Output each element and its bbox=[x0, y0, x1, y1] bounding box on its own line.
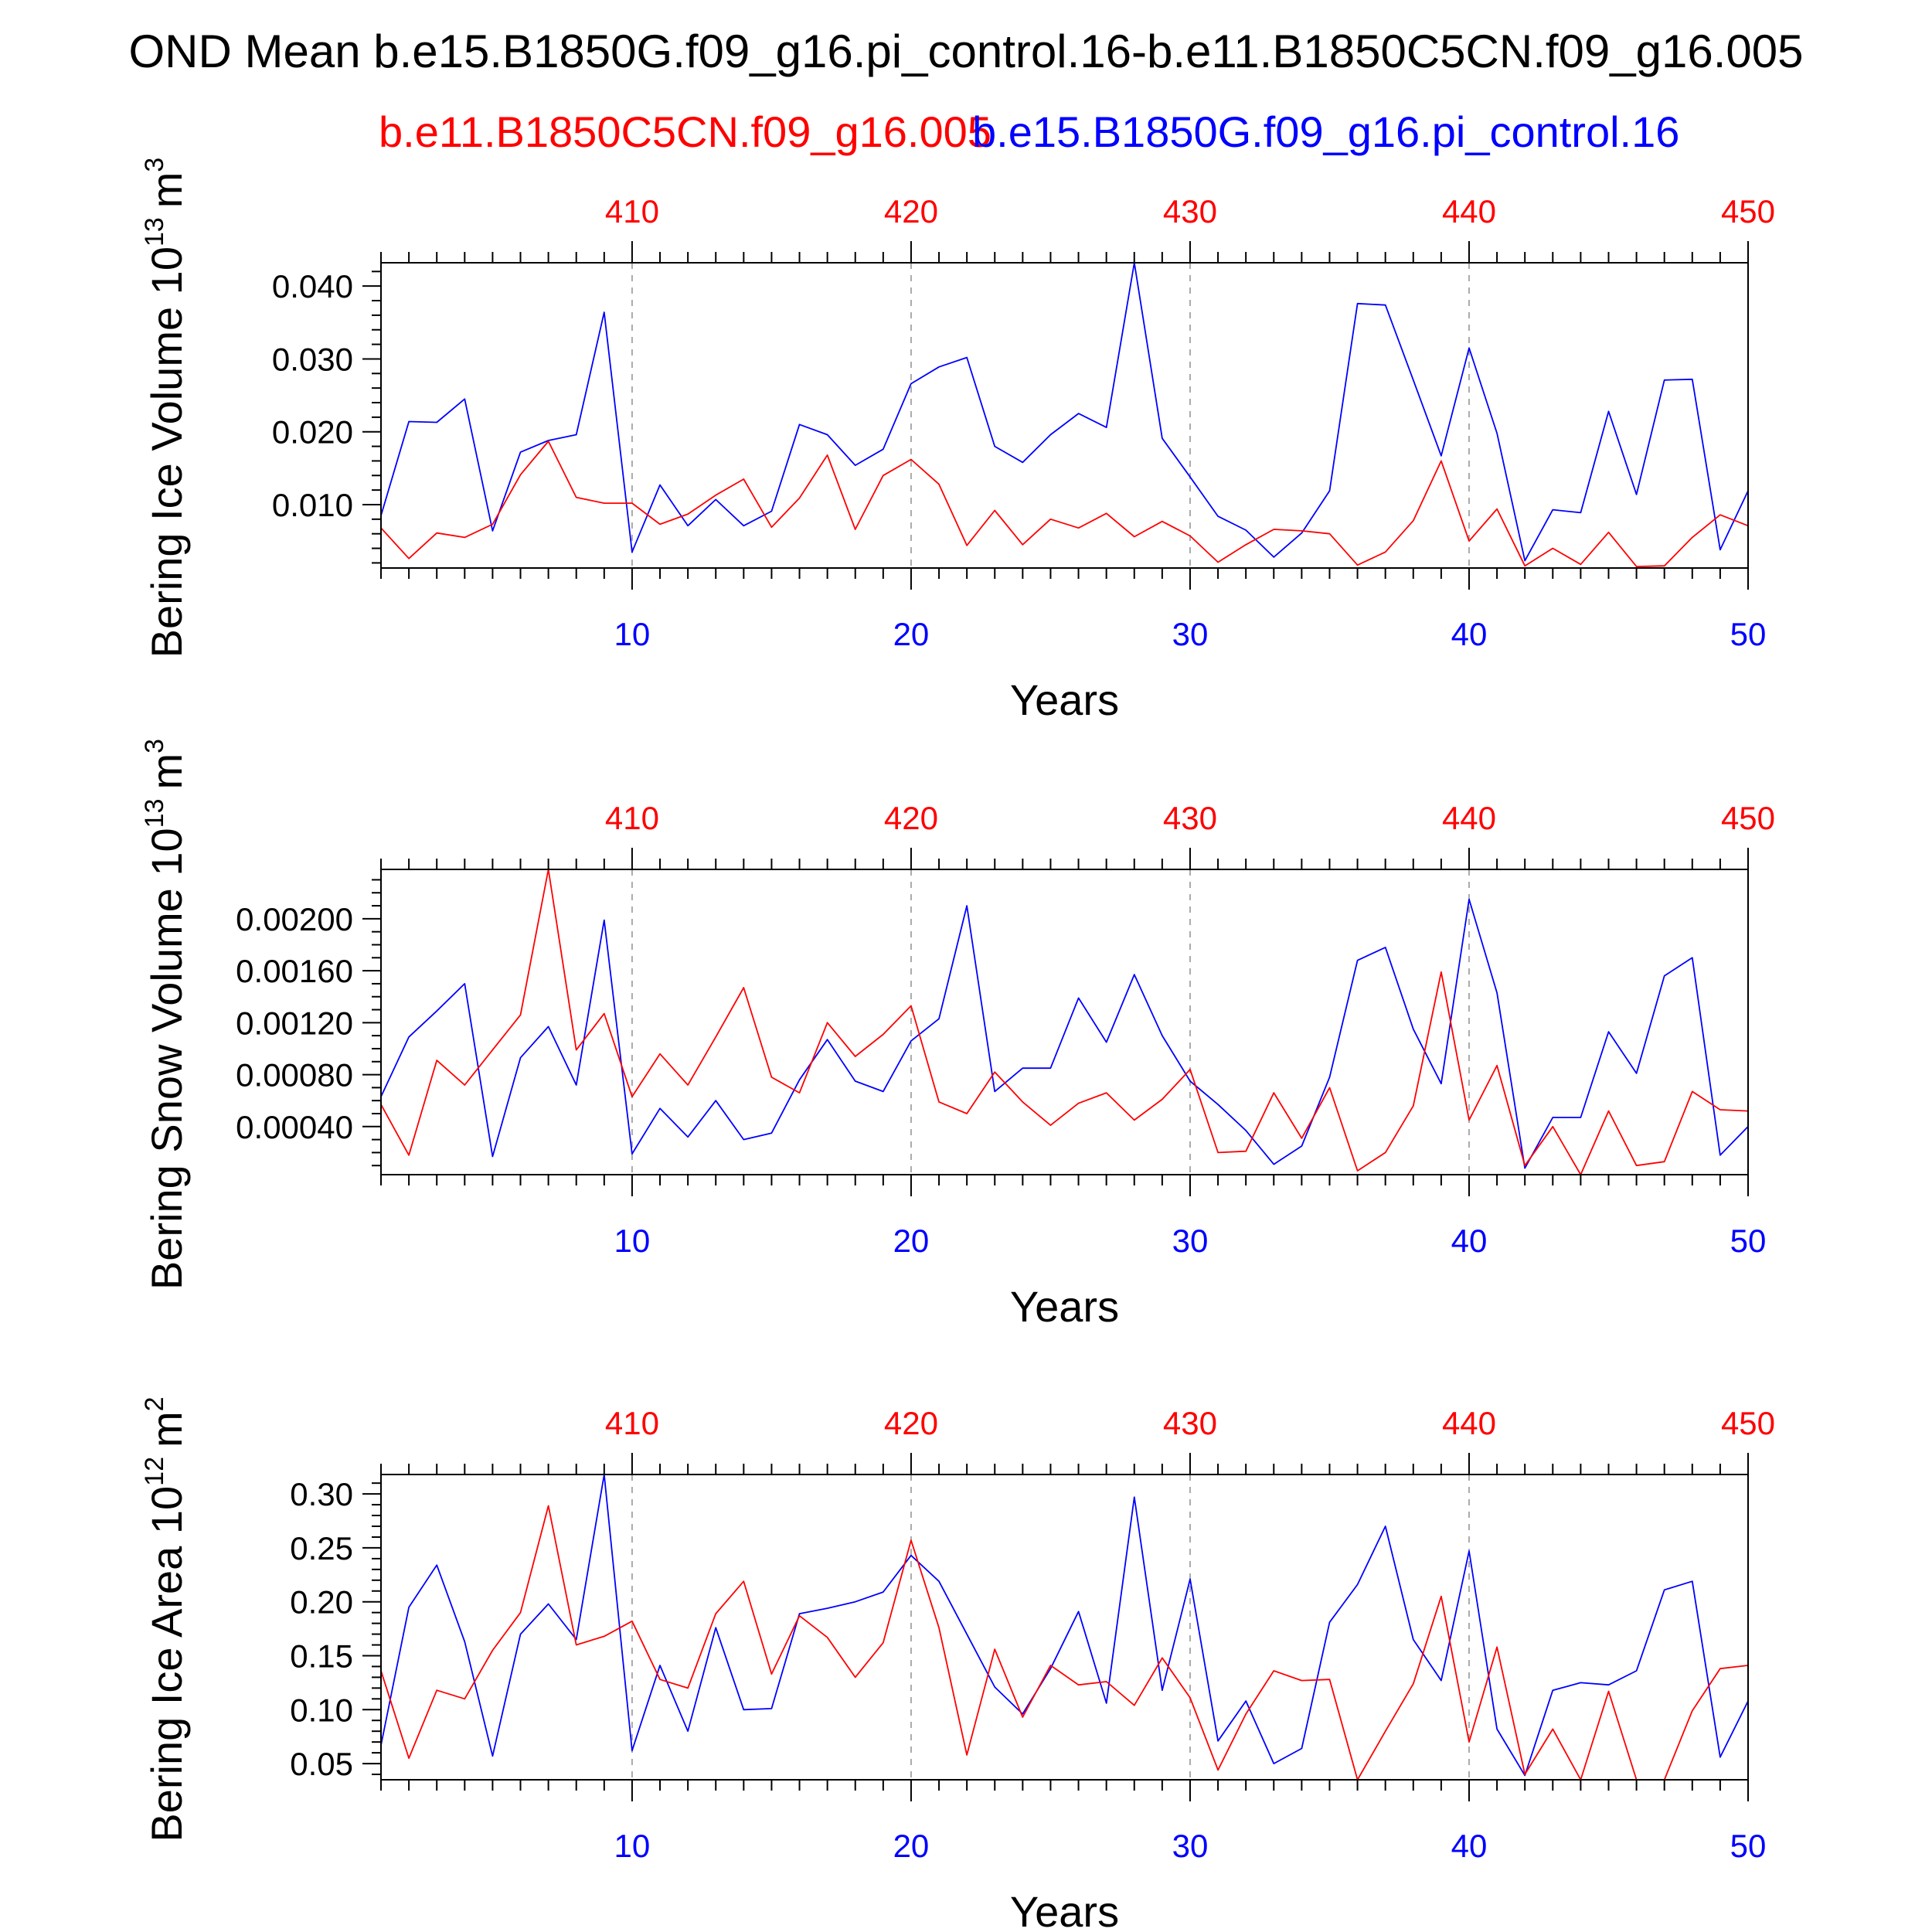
x-tick-label-bottom: 40 bbox=[1451, 616, 1488, 652]
plot-frame bbox=[380, 262, 1749, 569]
x-tick-label-top: 410 bbox=[605, 1405, 659, 1441]
y-tick-label: 0.00160 bbox=[236, 953, 353, 989]
series-line-red bbox=[380, 1505, 1749, 1781]
y-axis-title: Bering Ice Area 1012 m2 bbox=[140, 1396, 191, 1842]
legend-blue-label: b.e15.B1850G.f09_g16.pi_control.16 bbox=[972, 107, 1679, 156]
x-axis-title: Years bbox=[1010, 1887, 1119, 1932]
x-tick-label-top: 450 bbox=[1721, 193, 1775, 230]
x-axis-title: Years bbox=[1010, 1282, 1119, 1331]
y-tick-label: 0.030 bbox=[272, 341, 353, 377]
series-line-red bbox=[380, 869, 1749, 1175]
y-axis-title-text: Bering Ice Area 10 bbox=[142, 1486, 191, 1842]
x-tick-label-bottom: 20 bbox=[893, 1223, 930, 1259]
x-tick-label-bottom: 50 bbox=[1730, 1828, 1767, 1864]
y-axis-title: Bering Snow Volume 1013 m3 bbox=[140, 739, 191, 1290]
y-tick-label: 0.30 bbox=[290, 1476, 353, 1512]
x-tick-label-top: 440 bbox=[1442, 193, 1496, 230]
chart-panel-2: 410 10 420 20 430 30 440 40 450 50 0.00040 0.00080 0… bbox=[140, 739, 1775, 1331]
y-axis-title-unit: m bbox=[142, 1411, 191, 1447]
chart-panel-1: 410 10 420 20 430 30 440 40 450 50 0.010 0.020 0.030… bbox=[140, 158, 1775, 724]
y-axis-title-text: Bering Snow Volume 10 bbox=[142, 828, 191, 1290]
x-tick-label-bottom: 40 bbox=[1451, 1828, 1488, 1864]
x-tick-label-top: 420 bbox=[884, 800, 938, 836]
legend-red-label: b.e11.B1850C5CN.f09_g16.005 bbox=[379, 107, 992, 156]
y-tick-label: 0.00200 bbox=[236, 901, 353, 937]
x-tick-label-bottom: 30 bbox=[1172, 616, 1209, 652]
panels: 410 10 420 20 430 30 440 40 450 50 0.010 0.020 0.030… bbox=[140, 158, 1775, 1932]
x-tick-label-bottom: 30 bbox=[1172, 1828, 1209, 1864]
plot-frame bbox=[380, 869, 1749, 1175]
x-tick-label-top: 420 bbox=[884, 1405, 938, 1441]
series-line-blue bbox=[380, 898, 1749, 1169]
x-tick-label-bottom: 10 bbox=[614, 1223, 651, 1259]
y-axis-title-exponent: 12 bbox=[140, 1457, 169, 1486]
y-axis-title-unit-exponent: 3 bbox=[140, 158, 169, 172]
x-tick-label-bottom: 50 bbox=[1730, 1223, 1767, 1259]
chart-panel-3: 410 10 420 20 430 30 440 40 450 50 0.05 0.10 0.15 0.2… bbox=[140, 1396, 1775, 1932]
y-axis-title-text: Bering Ice Volume 10 bbox=[142, 247, 191, 658]
x-tick-label-top: 440 bbox=[1442, 800, 1496, 836]
y-axis-title-unit: m bbox=[142, 753, 191, 790]
y-axis-title-unit: m bbox=[142, 172, 191, 209]
series-line-blue bbox=[380, 262, 1749, 562]
y-axis-title-exponent: 13 bbox=[140, 217, 169, 247]
x-tick-label-top: 430 bbox=[1163, 800, 1217, 836]
x-tick-label-bottom: 40 bbox=[1451, 1223, 1488, 1259]
x-tick-label-top: 430 bbox=[1163, 193, 1217, 230]
x-axis-title: Years bbox=[1010, 675, 1119, 724]
x-tick-label-bottom: 50 bbox=[1730, 616, 1767, 652]
x-tick-label-top: 420 bbox=[884, 193, 938, 230]
x-tick-label-bottom: 20 bbox=[893, 1828, 930, 1864]
y-tick-label: 0.00120 bbox=[236, 1005, 353, 1041]
y-tick-label: 0.00080 bbox=[236, 1057, 353, 1094]
x-tick-label-top: 410 bbox=[605, 800, 659, 836]
plot-frame bbox=[380, 1474, 1749, 1781]
y-axis-title-unit-exponent: 3 bbox=[140, 739, 169, 753]
y-axis-title: Bering Ice Volume 1013 m3 bbox=[140, 158, 191, 658]
x-tick-label-top: 440 bbox=[1442, 1405, 1496, 1441]
y-tick-label: 0.25 bbox=[290, 1530, 353, 1566]
x-tick-label-bottom: 10 bbox=[614, 616, 651, 652]
x-tick-label-bottom: 20 bbox=[893, 616, 930, 652]
x-tick-label-bottom: 10 bbox=[614, 1828, 651, 1864]
x-tick-label-bottom: 30 bbox=[1172, 1223, 1209, 1259]
x-tick-label-top: 450 bbox=[1721, 1405, 1775, 1441]
series-line-red bbox=[380, 440, 1749, 567]
series-line-blue bbox=[380, 1474, 1749, 1777]
y-tick-label: 0.20 bbox=[290, 1584, 353, 1621]
y-tick-label: 0.020 bbox=[272, 414, 353, 451]
y-tick-label: 0.00040 bbox=[236, 1109, 353, 1145]
y-tick-label: 0.040 bbox=[272, 268, 353, 304]
y-tick-label: 0.010 bbox=[272, 487, 353, 523]
y-tick-label: 0.15 bbox=[290, 1638, 353, 1674]
x-tick-label-top: 450 bbox=[1721, 800, 1775, 836]
y-tick-label: 0.10 bbox=[290, 1692, 353, 1728]
y-axis-title-exponent: 13 bbox=[140, 799, 169, 828]
figure-title: OND Mean b.e15.B1850G.f09_g16.pi_control… bbox=[128, 26, 1803, 77]
y-axis-title-unit-exponent: 2 bbox=[140, 1396, 169, 1411]
y-tick-label: 0.05 bbox=[290, 1746, 353, 1782]
x-tick-label-top: 430 bbox=[1163, 1405, 1217, 1441]
x-tick-label-top: 410 bbox=[605, 193, 659, 230]
